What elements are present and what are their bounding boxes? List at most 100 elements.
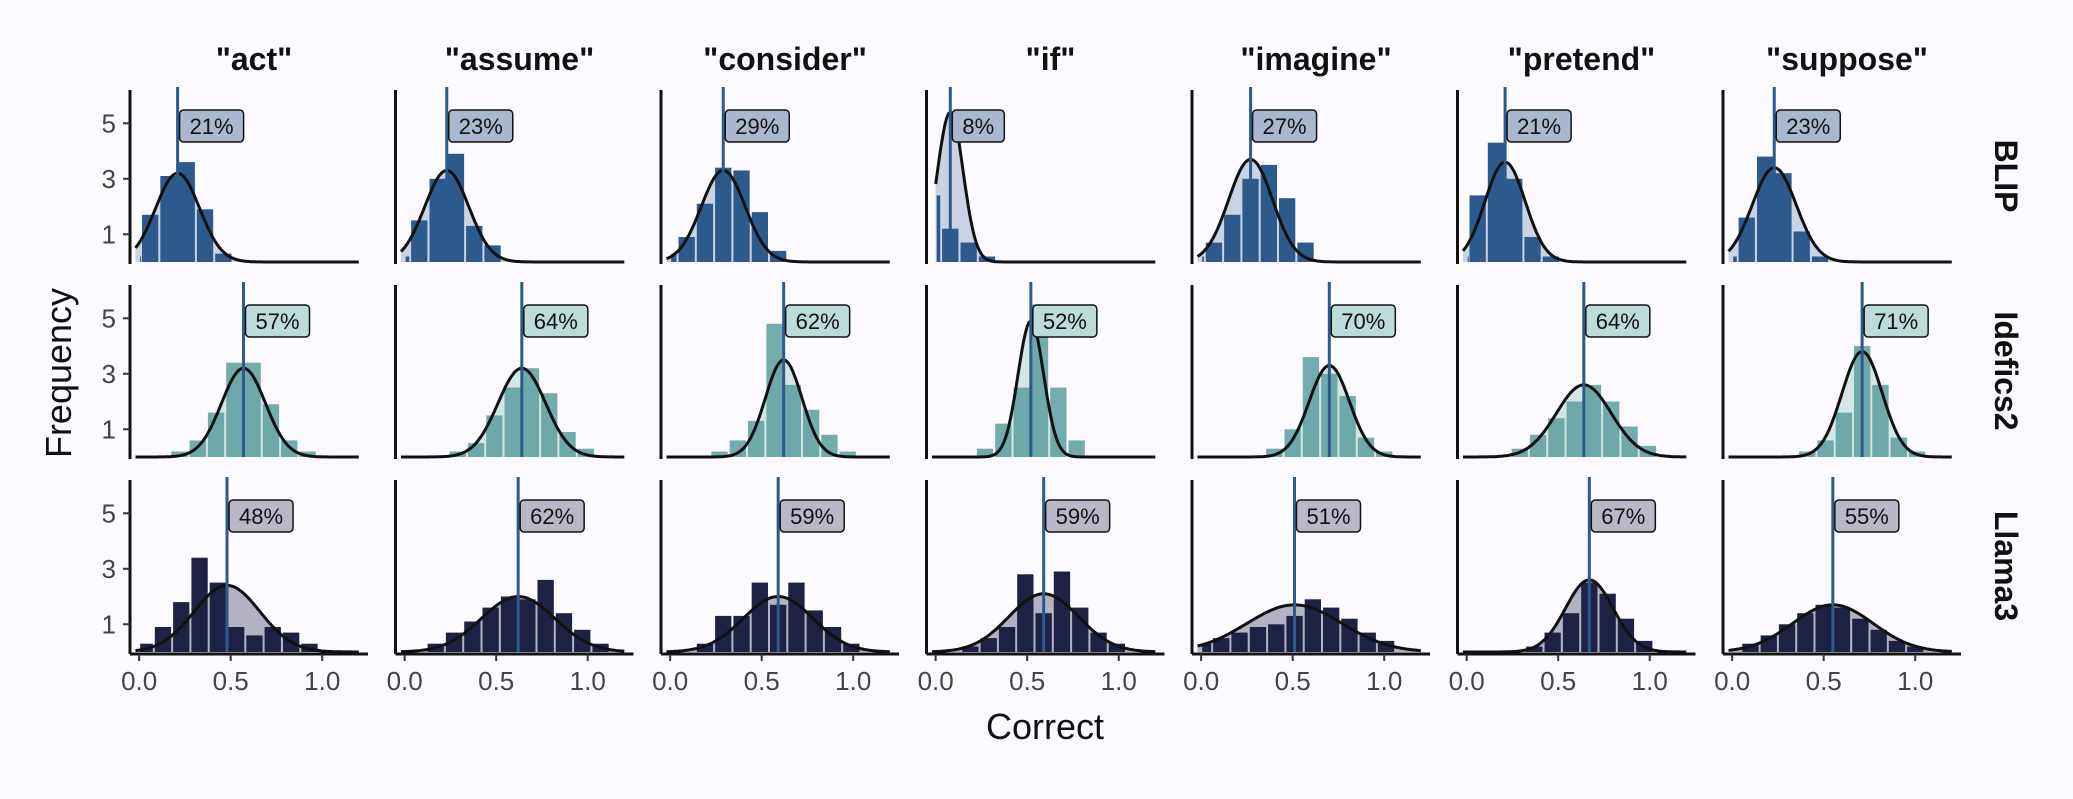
density-curve	[135, 583, 359, 654]
histogram-bar	[960, 242, 977, 262]
x-tick-label: 0.5	[213, 666, 249, 696]
histogram-bar	[577, 448, 594, 457]
x-tick-label: 1.0	[1101, 666, 1137, 696]
density-curve	[666, 358, 890, 459]
mean-label-box	[178, 109, 245, 143]
histogram-bar	[980, 638, 997, 652]
facet-panel: 23%	[1721, 87, 1952, 264]
histogram-bar	[1284, 429, 1301, 457]
histogram-bar	[411, 220, 428, 262]
mean-label-box	[244, 304, 311, 338]
histogram-bar	[936, 195, 941, 262]
density-curve	[399, 168, 625, 264]
facet-panel: 59% 0.0 0.5 1.0	[918, 477, 1165, 696]
y-axis-title: Frequency	[38, 288, 79, 458]
mean-label-box	[1330, 304, 1397, 338]
histogram-bar	[1888, 640, 1906, 652]
row-title: Idefics2	[1988, 311, 2024, 430]
histogram-bar	[1202, 643, 1212, 652]
histogram-bar	[1467, 256, 1469, 262]
y-tick-label: 5	[102, 108, 116, 138]
column-title: "if"	[1026, 41, 1076, 77]
density-curve	[1461, 160, 1687, 264]
histogram-bar	[1213, 638, 1230, 652]
x-tick-label: 1.0	[835, 666, 871, 696]
y-tick-label: 5	[102, 498, 116, 528]
mean-label: 71%	[1874, 309, 1918, 334]
density-area	[135, 585, 359, 652]
histogram-bar	[500, 596, 518, 652]
density-curve	[135, 366, 359, 459]
facet-panel: 71%	[1721, 282, 1952, 459]
x-axis-title: Correct	[986, 706, 1104, 747]
density-curve	[1463, 578, 1687, 654]
facet-panel: 67% 0.0 0.5 1.0	[1449, 477, 1696, 696]
facet-panel: 55% 0.0 0.5 1.0	[1714, 477, 1961, 696]
histogram-bar	[1835, 412, 1852, 457]
row-title: BLIP	[1988, 140, 2024, 213]
mean-label-box	[784, 304, 851, 338]
mean-label: 23%	[1786, 114, 1830, 139]
histogram-bar	[1797, 613, 1814, 652]
histogram-bar	[748, 420, 765, 457]
x-tick-label: 0.0	[918, 666, 954, 696]
x-tick-label: 0.5	[744, 666, 780, 696]
histogram-bar	[1584, 384, 1602, 457]
facet-panel: 62%	[659, 282, 890, 459]
density-curve	[665, 168, 890, 264]
histogram-bar	[729, 440, 746, 457]
column-title: "imagine"	[1240, 41, 1391, 77]
histogram-bar	[962, 646, 979, 652]
facet-panel: 29%	[659, 87, 890, 264]
histogram-bar	[1599, 593, 1616, 652]
histogram-bar	[482, 607, 499, 652]
histogram-bar	[766, 323, 783, 457]
histogram-bar	[486, 415, 503, 457]
histogram-bar	[466, 225, 483, 262]
mean-label-box	[1585, 304, 1651, 338]
density-curve	[1727, 166, 1952, 264]
mean-label: 59%	[790, 504, 834, 529]
mean-label-box	[1032, 304, 1098, 338]
facet-panel: 59% 0.0 0.5 1.0	[652, 477, 899, 696]
histogram-bar	[1872, 384, 1889, 457]
histogram-bar	[1811, 256, 1829, 262]
mean-label-box	[1590, 499, 1657, 533]
mean-label-box	[1295, 499, 1362, 533]
mean-label: 64%	[1596, 309, 1640, 334]
mean-label-box	[951, 109, 1006, 143]
histogram-bar	[405, 256, 410, 262]
histogram-bar	[504, 387, 521, 457]
facet-panel: 51% 0.0 0.5 1.0	[1183, 477, 1430, 696]
histogram-bar	[1339, 396, 1356, 457]
histogram-bar	[209, 582, 226, 652]
histogram-bar	[262, 404, 280, 457]
facet-panels: "act" "assume" "consider" "if" "imagine" "pre…	[102, 41, 2024, 696]
mean-label-box	[1775, 109, 1842, 143]
histogram-bar	[715, 615, 732, 652]
histogram-bar	[178, 162, 195, 262]
histogram-bar	[1072, 607, 1089, 652]
histogram-bar	[671, 253, 677, 262]
histogram-bar	[1775, 173, 1792, 262]
y-tick-label: 5	[102, 303, 116, 333]
facet-panel: 23%	[394, 87, 625, 264]
facet-panel: 27%	[1190, 87, 1421, 264]
mean-label: 62%	[530, 504, 574, 529]
mean-label-box	[448, 109, 514, 143]
facet-panel: 52%	[925, 282, 1156, 459]
y-tick-label: 1	[102, 609, 116, 639]
y-tick-label: 3	[102, 164, 116, 194]
histogram-bar	[228, 627, 245, 652]
histogram-bar	[1870, 629, 1887, 652]
histogram-bar	[1738, 217, 1755, 262]
x-tick-label: 0.0	[121, 666, 157, 696]
mean-label-box	[1834, 499, 1900, 533]
histogram-bar	[784, 384, 801, 457]
histogram-bar	[788, 582, 805, 652]
x-tick-label: 0.0	[387, 666, 423, 696]
histogram-bar	[196, 209, 214, 262]
x-tick-label: 0.0	[652, 666, 688, 696]
y-tick-label: 3	[102, 359, 116, 389]
